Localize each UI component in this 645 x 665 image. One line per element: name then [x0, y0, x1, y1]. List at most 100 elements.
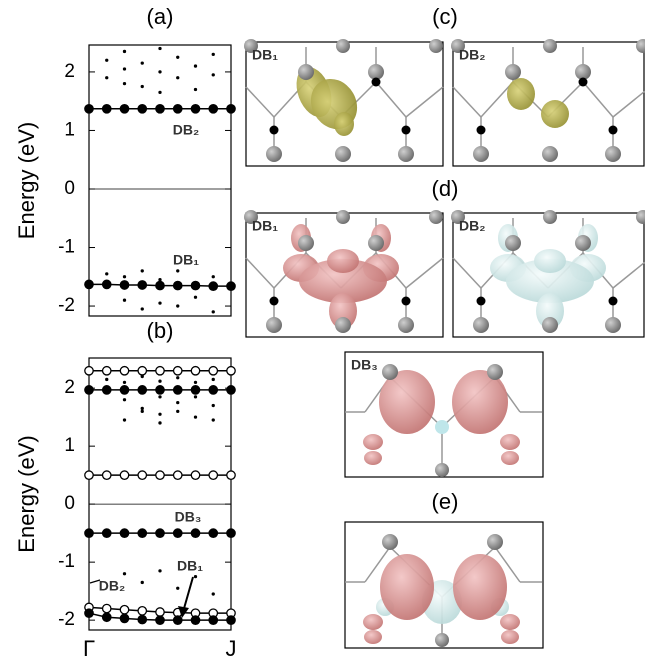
band-point: [227, 367, 235, 375]
panel-label: (c): [432, 4, 458, 29]
atom: [473, 317, 489, 333]
band-point: [120, 606, 128, 614]
atom: [487, 534, 503, 550]
atom: [298, 235, 314, 251]
band-dot: [177, 77, 179, 79]
orbital-image: DB₂: [451, 210, 645, 337]
band-point: [85, 386, 93, 394]
annotation: DB₂: [173, 122, 199, 138]
orbital-lobe: [452, 370, 508, 434]
band-dot: [159, 380, 161, 382]
band-point: [191, 367, 199, 375]
atom: [398, 317, 414, 333]
atom: [298, 64, 314, 80]
band-dot: [212, 419, 214, 421]
y-tick-label: -2: [58, 609, 75, 630]
atom: [382, 364, 398, 380]
y-tick-label: -1: [58, 237, 75, 258]
band-point: [156, 105, 164, 113]
band-point: [103, 280, 111, 288]
band-point: [103, 529, 111, 537]
atom: [368, 235, 384, 251]
band-point: [209, 386, 217, 394]
orbital-image: DB₁: [244, 210, 443, 337]
band-dot: [124, 399, 126, 401]
band-point: [138, 367, 146, 375]
band-point: [138, 386, 146, 394]
band-dot: [195, 296, 197, 298]
band-dot: [177, 587, 179, 589]
band-point: [120, 614, 128, 622]
orbital-lobe: [501, 451, 519, 465]
orbital-lobe: [379, 370, 435, 434]
orbital-image: [345, 522, 543, 648]
atom: [435, 633, 449, 647]
band-point: [191, 616, 199, 624]
band-dot: [177, 402, 179, 404]
band-point: [174, 105, 182, 113]
band-point: [191, 471, 199, 479]
band-point: [191, 386, 199, 394]
band-point: [156, 281, 164, 289]
atom: [542, 317, 558, 333]
orbital-image: DB₁: [244, 39, 443, 166]
atom: [402, 126, 411, 135]
atom: [605, 317, 621, 333]
y-axis-label: Energy (eV): [14, 122, 39, 239]
band-dot: [141, 581, 143, 583]
atom: [543, 39, 557, 53]
orbital-lobe: [534, 249, 566, 273]
image-label: DB₁: [252, 218, 278, 234]
band-dot: [212, 378, 214, 380]
band-point: [156, 616, 164, 624]
band-dot: [106, 273, 108, 275]
band-point: [138, 615, 146, 623]
atom: [270, 297, 279, 306]
x-tick-label: Γ: [83, 636, 95, 660]
band-point: [174, 281, 182, 289]
band-dot: [212, 405, 214, 407]
panel-title: (a): [147, 4, 174, 29]
band-dot: [106, 59, 108, 61]
orbital-lobe: [364, 630, 382, 644]
atom: [542, 146, 558, 162]
panel-label: (d): [432, 176, 459, 201]
band-point: [227, 386, 235, 394]
band-dot: [124, 276, 126, 278]
band-dot: [159, 48, 161, 50]
orbital-lobe: [500, 614, 520, 630]
band-point: [103, 613, 111, 621]
band-point: [85, 529, 93, 537]
y-axis-label: Energy (eV): [14, 435, 39, 552]
band-point: [156, 471, 164, 479]
band-dot: [159, 302, 161, 304]
band-dot: [141, 270, 143, 272]
atom: [335, 317, 351, 333]
band-dot: [159, 71, 161, 73]
band-dot: [195, 381, 197, 383]
atom: [605, 146, 621, 162]
band-point: [174, 367, 182, 375]
band-dot: [124, 50, 126, 52]
image-label: DB₂: [459, 47, 485, 63]
y-tick-label: 1: [64, 119, 75, 140]
band-point: [103, 105, 111, 113]
band-point: [156, 386, 164, 394]
atom: [429, 210, 443, 224]
y-tick-label: 2: [64, 377, 75, 398]
y-tick-label: -1: [58, 551, 75, 572]
image-label: DB₃: [351, 357, 378, 373]
band-dot: [177, 410, 179, 412]
atom: [382, 534, 398, 550]
band-point: [138, 471, 146, 479]
band-point: [103, 386, 111, 394]
band-dot: [124, 68, 126, 70]
band-dot: [141, 308, 143, 310]
atom: [543, 210, 557, 224]
band-point: [156, 529, 164, 537]
band-point: [209, 367, 217, 375]
band-dot: [195, 416, 197, 418]
band-point: [209, 529, 217, 537]
y-tick-label: 0: [64, 178, 75, 199]
band-dot: [141, 62, 143, 64]
